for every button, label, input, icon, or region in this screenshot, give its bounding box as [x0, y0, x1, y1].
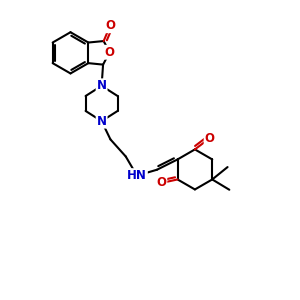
Text: O: O — [104, 46, 115, 59]
Text: O: O — [105, 19, 115, 32]
Text: N: N — [97, 115, 106, 128]
Text: HN: HN — [127, 169, 147, 182]
Text: N: N — [97, 79, 106, 92]
Text: O: O — [205, 132, 214, 145]
Text: O: O — [156, 176, 167, 190]
